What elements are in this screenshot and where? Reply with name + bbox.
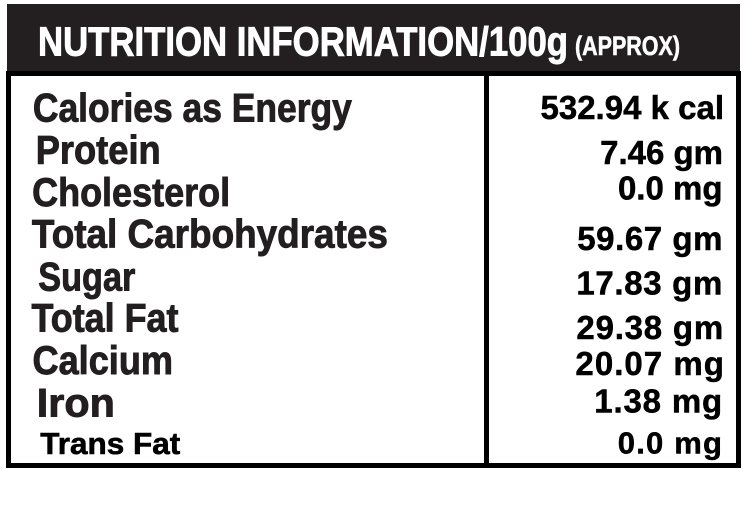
svg-text:Cholesterol: Cholesterol <box>32 171 230 215</box>
svg-text:Iron: Iron <box>37 382 115 426</box>
svg-text:1.38 mg: 1.38 mg <box>594 383 723 420</box>
svg-text:0.0 mg: 0.0 mg <box>618 426 723 461</box>
svg-text:NUTRITION INFORMATION/100g: NUTRITION INFORMATION/100g <box>38 19 568 65</box>
svg-text:Trans Fat: Trans Fat <box>40 426 180 461</box>
svg-text:59.67 gm: 59.67 gm <box>577 220 723 257</box>
svg-text:Sugar: Sugar <box>38 255 135 299</box>
svg-text:(APPROX): (APPROX) <box>575 31 680 61</box>
svg-text:Total Carbohydrates: Total Carbohydrates <box>32 213 388 257</box>
svg-text:Calcium: Calcium <box>33 339 174 383</box>
svg-text:Protein: Protein <box>36 129 161 173</box>
svg-text:7.46 gm: 7.46 gm <box>600 134 723 171</box>
svg-text:17.83 gm: 17.83 gm <box>576 265 723 302</box>
svg-text:20.07 mg: 20.07 mg <box>575 345 725 382</box>
svg-text:532.94 k cal: 532.94 k cal <box>541 89 725 126</box>
svg-text:Calories as Energy: Calories as Energy <box>33 87 353 131</box>
svg-text:0.0 mg: 0.0 mg <box>618 169 723 206</box>
svg-text:Total Fat: Total Fat <box>32 297 179 341</box>
svg-text:29.38 gm: 29.38 gm <box>576 309 724 346</box>
